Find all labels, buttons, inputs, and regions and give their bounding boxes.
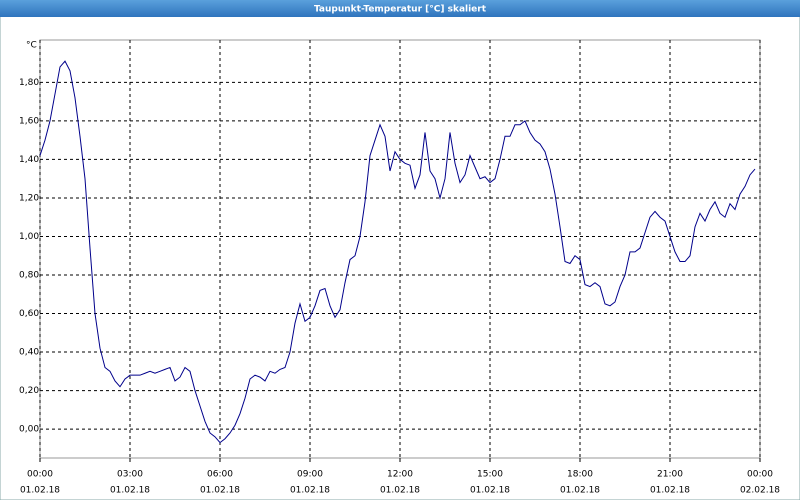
x-tick-date: 01.02.18 [650,486,690,496]
x-tick-label: 06:00 [207,470,233,480]
x-tick-label: 12:00 [387,470,413,480]
y-tick-label: 0,80 [19,271,39,281]
y-tick-label: 0,00 [19,425,39,435]
x-tick-date: 01.02.18 [470,486,510,496]
x-tick-date: 02.02.18 [740,486,780,496]
x-tick-date: 01.02.18 [20,486,60,496]
title-bar [0,0,800,17]
x-tick-label: 00:00 [27,470,53,480]
x-tick-label: 21:00 [657,470,683,480]
y-tick-label: 1,80 [19,78,39,88]
x-tick-date: 01.02.18 [560,486,600,496]
data-line [39,60,756,444]
x-tick-date: 01.02.18 [200,486,240,496]
y-tick-label: 0,60 [19,309,39,319]
x-tick-label: 03:00 [117,470,143,480]
x-tick-date: 01.02.18 [110,486,150,496]
chart-title: Taupunkt-Temperatur [°C] skaliert [314,5,487,15]
x-tick-label: 18:00 [567,470,593,480]
x-tick-label: 09:00 [297,470,323,480]
x-tick-label: 00:00 [747,470,773,480]
y-tick-label: 1,20 [19,193,39,203]
y-tick-label: 0,20 [19,386,39,396]
x-tick-date: 01.02.18 [380,486,420,496]
y-tick-label: 1,60 [19,116,39,126]
y-tick-label: 1,00 [19,232,39,242]
y-tick-label: 1,40 [19,155,39,165]
y-tick-label: 0,40 [19,348,39,358]
y-axis-label: °C [26,41,37,51]
x-tick-label: 15:00 [477,470,503,480]
x-tick-date: 01.02.18 [290,486,330,496]
